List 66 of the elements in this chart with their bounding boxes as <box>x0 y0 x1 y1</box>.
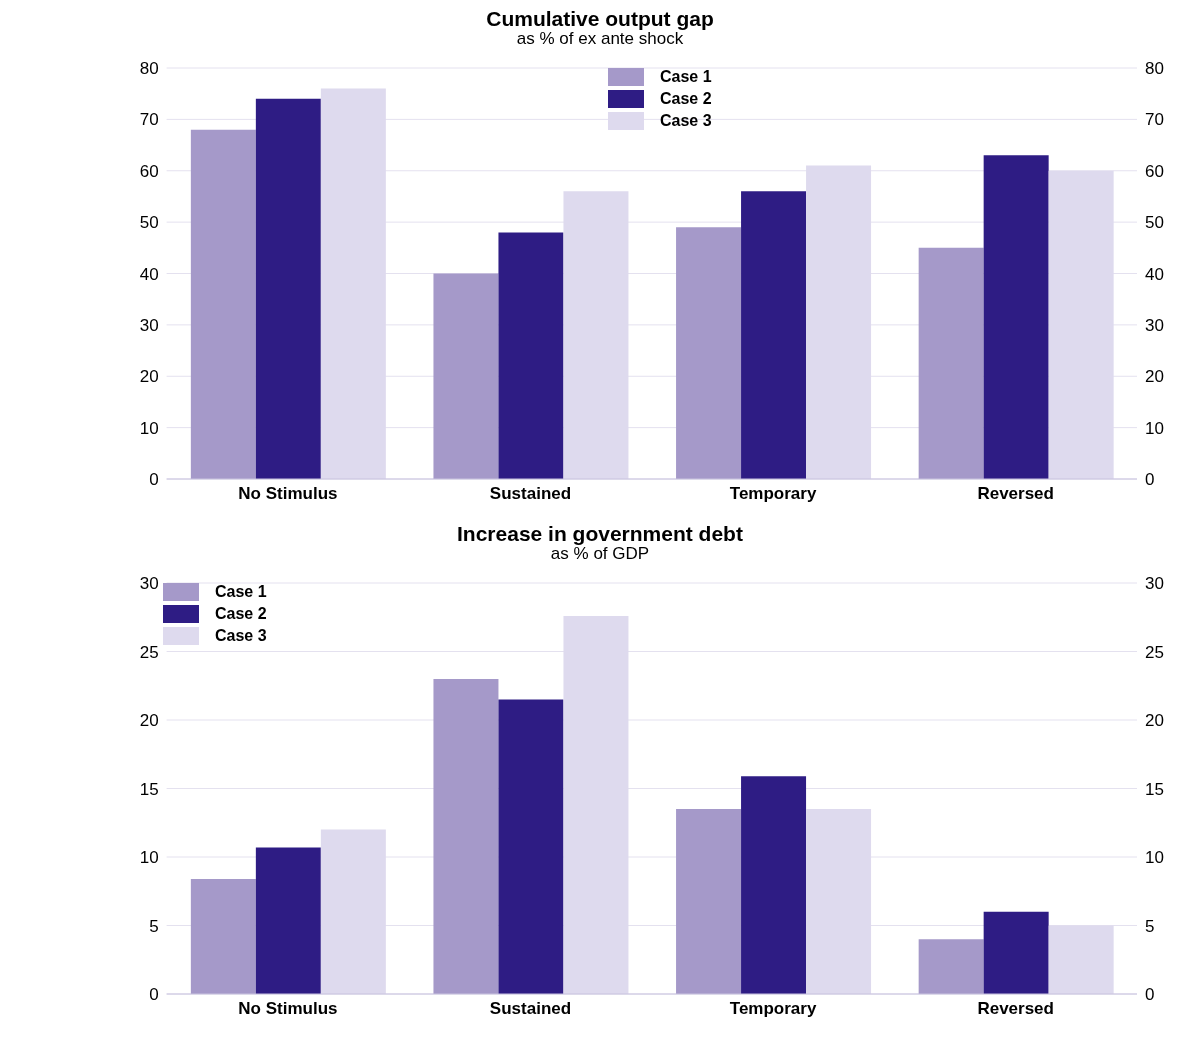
y-tick-label: 60 <box>139 161 159 181</box>
y-tick-label: 10 <box>139 848 159 868</box>
y2-tick-label: 10 <box>1145 418 1164 438</box>
y2-tick-label: 80 <box>1145 59 1164 79</box>
bar <box>190 129 256 479</box>
bar <box>433 678 499 994</box>
y-tick-label: 40 <box>139 264 159 284</box>
y2-tick-label: 0 <box>1145 985 1155 1005</box>
y2-tick-label: 15 <box>1145 779 1164 799</box>
chart-subtitle: as % of ex ante shock <box>515 29 684 48</box>
y2-tick-label: 30 <box>1145 574 1164 594</box>
y2-tick-label: 30 <box>1145 315 1164 335</box>
y-tick-label: 5 <box>149 916 159 936</box>
y-tick-label: 50 <box>139 213 159 233</box>
bar <box>255 98 321 479</box>
y2-tick-label: 20 <box>1145 711 1164 731</box>
y-tick-label: 0 <box>149 470 159 490</box>
x-tick-label: No Stimulus <box>238 484 338 504</box>
y2-tick-label: 40 <box>1145 264 1164 284</box>
y-tick-label: 25 <box>139 642 159 662</box>
chart-subtitle: as % of GDP <box>549 544 650 563</box>
bar <box>741 776 807 994</box>
legend-label: Case 1 <box>215 583 267 601</box>
y-tick-label: 20 <box>139 367 159 387</box>
bar <box>498 699 564 994</box>
legend-label: Case 1 <box>660 68 712 86</box>
bar <box>918 939 984 994</box>
bar <box>255 847 321 994</box>
bar <box>190 878 256 994</box>
bar <box>983 155 1049 479</box>
x-tick-label: No Stimulus <box>238 999 338 1019</box>
y-tick-label: 0 <box>149 985 159 1005</box>
y2-tick-label: 0 <box>1145 470 1155 490</box>
x-tick-label: Temporary <box>729 484 817 504</box>
y2-tick-label: 20 <box>1145 367 1164 387</box>
x-tick-label: Reversed <box>977 484 1054 504</box>
y2-tick-label: 60 <box>1145 161 1164 181</box>
bar <box>918 247 984 479</box>
y2-tick-label: 25 <box>1145 642 1164 662</box>
chart-title: Increase in government debt <box>456 522 744 545</box>
bar <box>676 227 742 479</box>
y2-tick-label: 70 <box>1145 110 1164 130</box>
chart-title: Cumulative output gap <box>485 7 715 30</box>
bar <box>433 273 499 479</box>
y-tick-label: 70 <box>139 110 159 130</box>
bar <box>676 809 742 994</box>
x-tick-label: Temporary <box>729 999 817 1019</box>
y2-tick-label: 50 <box>1145 213 1164 233</box>
x-tick-label: Reversed <box>977 999 1054 1019</box>
legend-label: Case 2 <box>215 605 267 623</box>
legend-label: Case 3 <box>215 627 267 645</box>
legend-label: Case 2 <box>660 90 712 108</box>
y2-tick-label: 5 <box>1145 916 1155 936</box>
legend-label: Case 3 <box>660 112 712 130</box>
x-tick-label: Sustained <box>489 484 572 504</box>
y2-tick-label: 10 <box>1145 848 1164 868</box>
bar <box>498 232 564 479</box>
bar <box>741 191 807 479</box>
y-tick-label: 20 <box>139 711 159 731</box>
y-tick-label: 30 <box>139 315 159 335</box>
y-tick-label: 80 <box>139 59 159 79</box>
y-tick-label: 10 <box>139 418 159 438</box>
bar <box>983 911 1049 994</box>
x-tick-label: Sustained <box>489 999 572 1019</box>
y-tick-label: 15 <box>139 779 159 799</box>
y-tick-label: 30 <box>139 574 159 594</box>
